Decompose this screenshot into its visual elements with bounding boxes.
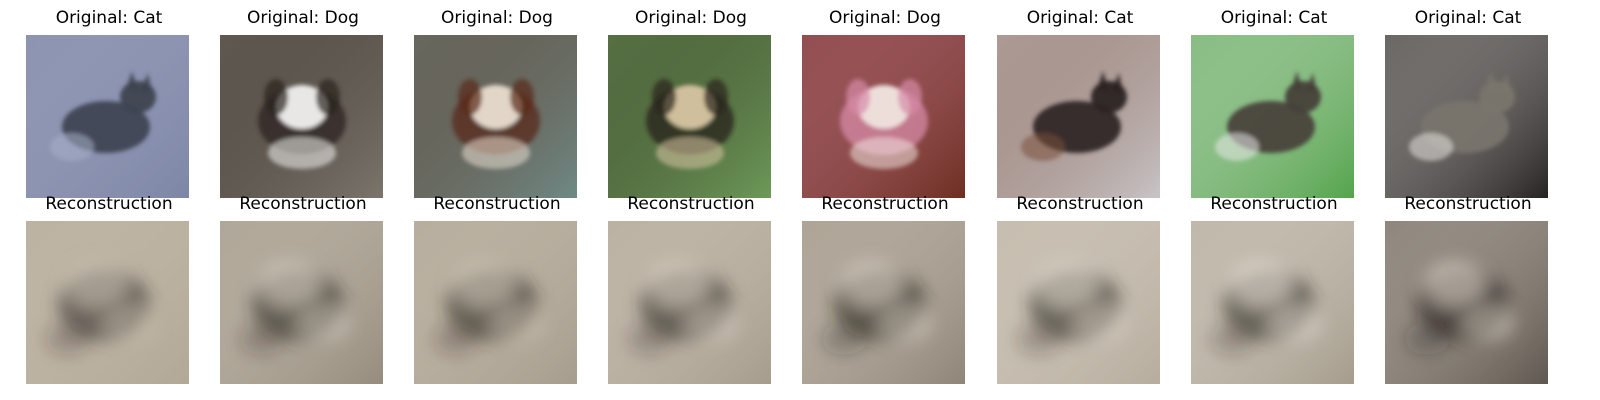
original-image: [220, 35, 383, 198]
reconstruction-title: Reconstruction: [1404, 194, 1532, 214]
reconstruction-title: Reconstruction: [45, 194, 173, 214]
original-image: [1385, 35, 1548, 198]
reconstruction-image-frame: [1385, 221, 1548, 384]
original-image-frame: [1191, 35, 1354, 198]
reconstruction-title: Reconstruction: [239, 194, 367, 214]
original-image-frame: [414, 35, 577, 198]
reconstruction-title: Reconstruction: [1210, 194, 1338, 214]
original-image: [802, 35, 965, 198]
reconstruction-image: [220, 221, 383, 384]
original-title: Original: Cat: [1414, 8, 1522, 28]
reconstruction-image-frame: [608, 221, 771, 384]
reconstruction-image-frame: [414, 221, 577, 384]
reconstruction-image: [26, 221, 189, 384]
original-image-frame: [220, 35, 383, 198]
reconstruction-image: [608, 221, 771, 384]
original-image: [26, 35, 189, 198]
reconstruction-image-frame: [220, 221, 383, 384]
original-title: Original: Dog: [829, 8, 941, 28]
original-image: [997, 35, 1160, 198]
original-title: Original: Dog: [247, 8, 359, 28]
original-image-frame: [802, 35, 965, 198]
reconstruction-image: [414, 221, 577, 384]
reconstruction-image: [802, 221, 965, 384]
original-image: [608, 35, 771, 198]
reconstruction-image-frame: [802, 221, 965, 384]
reconstruction-image-frame: [997, 221, 1160, 384]
original-image: [1191, 35, 1354, 198]
original-title: Original: Dog: [441, 8, 553, 28]
reconstruction-image: [1191, 221, 1354, 384]
reconstruction-title: Reconstruction: [821, 194, 949, 214]
reconstruction-image-frame: [1191, 221, 1354, 384]
original-title: Original: Dog: [635, 8, 747, 28]
original-title: Original: Cat: [1026, 8, 1134, 28]
original-image: [414, 35, 577, 198]
original-title: Original: Cat: [55, 8, 163, 28]
reconstruction-title: Reconstruction: [433, 194, 561, 214]
original-image-frame: [1385, 35, 1548, 198]
reconstruction-image-frame: [26, 221, 189, 384]
original-image-frame: [26, 35, 189, 198]
reconstruction-image: [1385, 221, 1548, 384]
reconstruction-image: [997, 221, 1160, 384]
original-title: Original: Cat: [1220, 8, 1328, 28]
reconstruction-title: Reconstruction: [1016, 194, 1144, 214]
original-image-frame: [608, 35, 771, 198]
original-image-frame: [997, 35, 1160, 198]
reconstruction-title: Reconstruction: [627, 194, 755, 214]
